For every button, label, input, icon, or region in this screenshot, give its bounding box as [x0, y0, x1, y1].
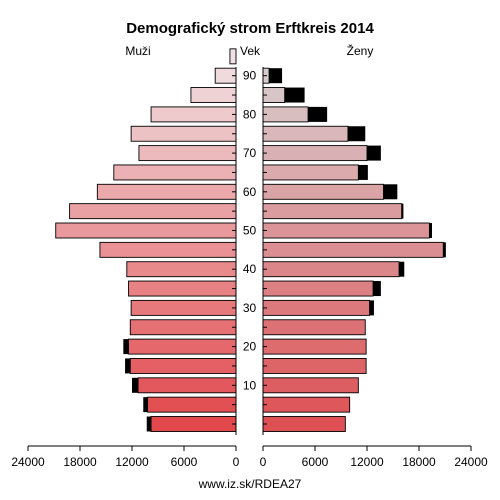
age-tick-label: 70 [243, 146, 257, 160]
female-bar [262, 164, 359, 181]
male-excess-bar [146, 416, 152, 432]
male-bar [150, 416, 237, 432]
male-bar [69, 203, 237, 220]
male-bar [128, 280, 237, 297]
male-bar [137, 377, 237, 394]
age-tick-label: 60 [243, 185, 257, 199]
female-bar [262, 203, 403, 220]
female-excess-bar [367, 145, 381, 161]
female-bar [262, 125, 349, 142]
female-bar [262, 145, 368, 162]
x-tick-label: 12000 [115, 455, 149, 469]
x-tick-label: 6000 [171, 455, 198, 469]
male-bar [190, 87, 237, 104]
male-bar [55, 222, 237, 239]
male-bar [126, 261, 237, 278]
female-bar [262, 319, 366, 336]
axes: 10 20 30 40 50 60 70 80 90 24000 18000 12000 6000 0 0 6… [11, 67, 488, 469]
female-excess-bar [429, 223, 432, 238]
female-bars [262, 67, 446, 432]
male-excess-bar [123, 339, 129, 355]
male-bar [99, 241, 237, 258]
age-tick-label: 20 [243, 340, 257, 354]
age-tick-label: 80 [243, 107, 257, 121]
male-bar [96, 183, 237, 200]
x-tick-label: 0 [260, 455, 267, 469]
male-bar [138, 145, 237, 162]
female-excess-bar [401, 203, 404, 219]
female-excess-bar [373, 281, 381, 297]
female-excess-bar [284, 87, 305, 103]
female-bar [262, 241, 444, 258]
male-bar [129, 358, 237, 374]
right-panel-label: Ženy [347, 43, 374, 58]
female-excess-bar [399, 261, 405, 277]
female-bar [262, 299, 371, 316]
female-excess-bar [443, 242, 446, 258]
male-excess-bar [125, 358, 131, 374]
age-tick-label: 50 [243, 224, 257, 238]
center-axis-label: Vek [240, 44, 261, 58]
x-tick-label: 18000 [402, 455, 436, 469]
female-bar [262, 416, 346, 432]
chart-title: Demografický strom Erftkreis 2014 [126, 20, 374, 37]
female-excess-bar [358, 164, 368, 180]
age-tick-label: 30 [243, 301, 257, 315]
age-tick-label: 10 [243, 378, 257, 392]
male-excess-bar [143, 397, 148, 413]
left-panel-label: Muži [125, 44, 150, 58]
male-bar [130, 125, 237, 142]
female-bar [262, 377, 359, 394]
age-tick-label: 40 [243, 262, 257, 276]
female-excess-bar [308, 106, 328, 122]
male-bar [128, 338, 237, 355]
x-tick-label: 0 [233, 455, 240, 469]
age-tick-label: 90 [243, 69, 257, 83]
female-bar [262, 338, 367, 355]
male-bar [150, 106, 237, 123]
male-bars [55, 48, 237, 432]
male-bar [130, 299, 237, 316]
female-bar [262, 106, 309, 123]
female-bar [262, 222, 430, 239]
x-tick-label: 24000 [11, 455, 45, 469]
male-bar [147, 396, 237, 413]
female-excess-bar [269, 68, 283, 84]
female-bar [262, 358, 367, 374]
x-tick-label: 18000 [63, 455, 97, 469]
female-bar [262, 396, 351, 413]
male-excess-bar [132, 377, 139, 393]
female-excess-bar [383, 184, 398, 200]
male-bar [129, 319, 237, 336]
x-tick-label: 6000 [302, 455, 329, 469]
male-bar [113, 164, 237, 181]
female-bar [262, 261, 400, 278]
x-tick-label: 24000 [454, 455, 488, 469]
footer-source: www.iz.sk/RDEA27 [198, 477, 302, 491]
x-tick-label: 12000 [350, 455, 384, 469]
female-excess-bar [369, 300, 374, 316]
male-bar [229, 48, 237, 65]
female-bar [262, 183, 384, 200]
female-excess-bar [347, 126, 366, 142]
female-bar [262, 280, 374, 297]
